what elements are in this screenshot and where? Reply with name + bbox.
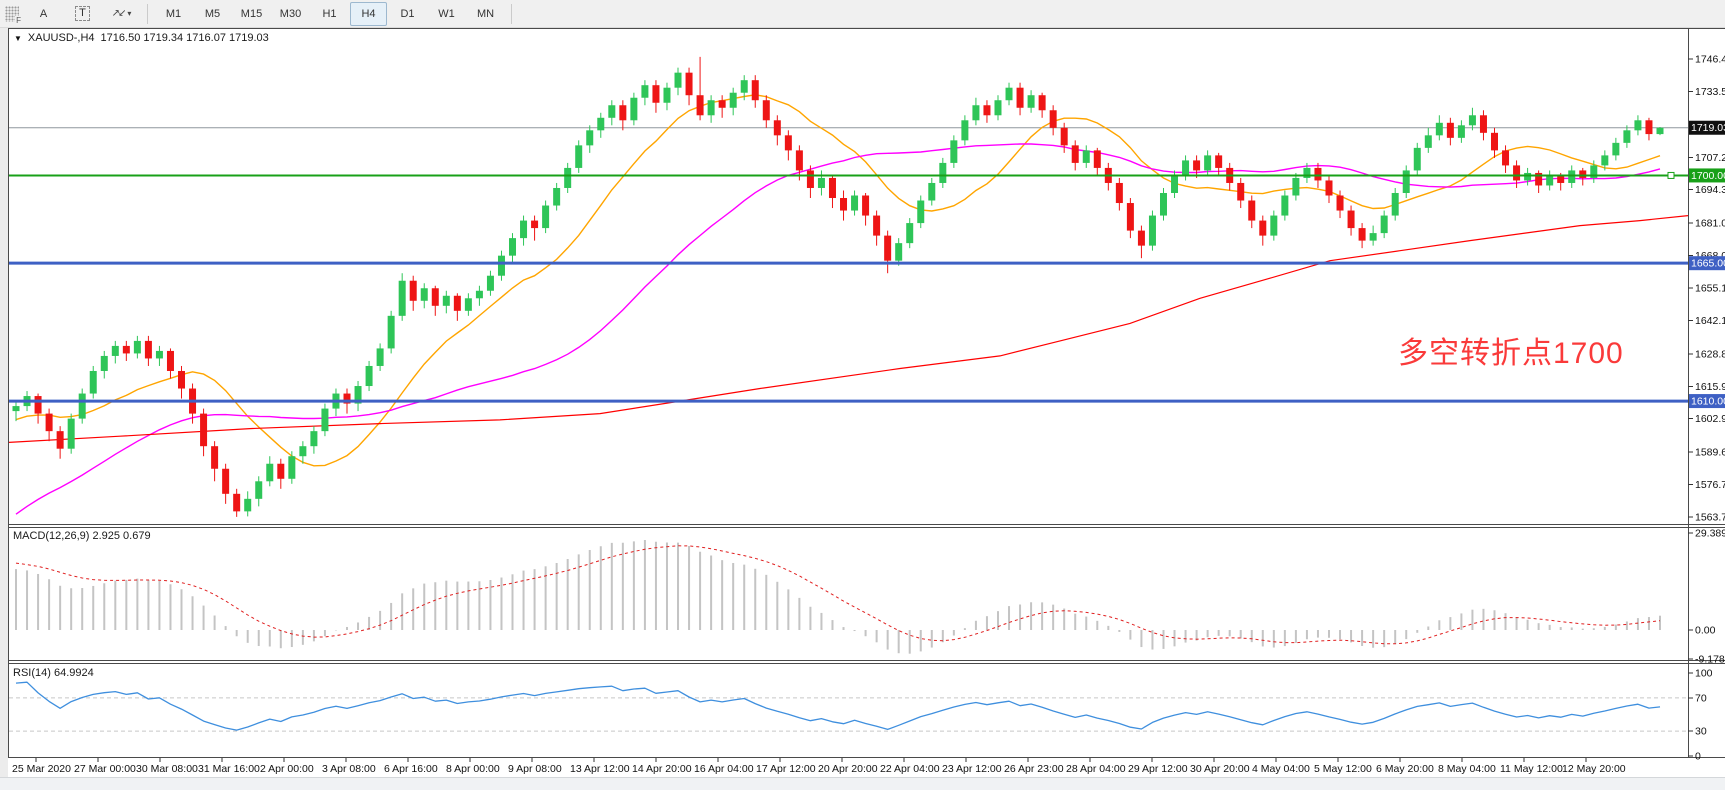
svg-text:30 Mar 08:00: 30 Mar 08:00: [136, 763, 198, 775]
rsi-indicator-label: RSI(14) 64.9924: [13, 667, 94, 679]
svg-text:29 Apr 12:00: 29 Apr 12:00: [1128, 763, 1188, 775]
svg-text:23 Apr 12:00: 23 Apr 12:00: [942, 763, 1002, 775]
svg-text:1628.85: 1628.85: [1695, 348, 1725, 360]
rsi-line: [15, 681, 1661, 731]
timeframe-m30-button[interactable]: M30: [279, 7, 302, 20]
svg-text:30 Apr 20:00: 30 Apr 20:00: [1190, 763, 1250, 775]
price-axis: 1746.451733.501707.251694.301681.001668.…: [1688, 54, 1725, 524]
svg-text:-9.178: -9.178: [1695, 654, 1725, 666]
rsi-axis: 100 70 30 0: [1688, 668, 1713, 763]
svg-text:16 Apr 04:00: 16 Apr 04:00: [694, 763, 754, 775]
svg-text:17 Apr 12:00: 17 Apr 12:00: [756, 763, 816, 775]
timeframe-m1-button[interactable]: M1: [165, 7, 182, 20]
price-badge: [1689, 256, 1725, 271]
macd-indicator-label: MACD(12,26,9) 2.925 0.679: [13, 530, 151, 542]
svg-text:1610.00: 1610.00: [1691, 396, 1725, 408]
svg-text:8 Apr 00:00: 8 Apr 00:00: [446, 763, 500, 775]
svg-text:0: 0: [1695, 751, 1701, 763]
price-badge: [1689, 120, 1725, 135]
svg-text:29.389: 29.389: [1695, 528, 1725, 540]
hline-handle[interactable]: [1667, 171, 1675, 179]
arrow-tools-button[interactable]: ↗↙ ▾: [103, 2, 140, 26]
svg-text:31 Mar 16:00: 31 Mar 16:00: [198, 763, 260, 775]
svg-text:28 Apr 04:00: 28 Apr 04:00: [1066, 763, 1126, 775]
svg-text:25 Mar 2020: 25 Mar 2020: [12, 763, 71, 775]
timeframe-m15-button[interactable]: M15: [240, 7, 263, 20]
svg-text:27 Mar 00:00: 27 Mar 00:00: [74, 763, 136, 775]
svg-text:4 May 04:00: 4 May 04:00: [1252, 763, 1310, 775]
svg-text:1665.00: 1665.00: [1691, 258, 1725, 270]
ma-slow-line: [9, 215, 1688, 443]
svg-text:1681.00: 1681.00: [1695, 218, 1725, 230]
svg-text:20 Apr 20:00: 20 Apr 20:00: [818, 763, 878, 775]
arrows-icon: ↗↙: [111, 8, 127, 19]
svg-text:13 Apr 12:00: 13 Apr 12:00: [570, 763, 630, 775]
toolbar: F A T ↗↙ ▾ M1 M5 M15 M30 H1 H4 D1 W1 MN: [0, 0, 1725, 28]
svg-text:26 Apr 23:00: 26 Apr 23:00: [1004, 763, 1064, 775]
svg-text:6 Apr 16:00: 6 Apr 16:00: [384, 763, 438, 775]
svg-text:1589.65: 1589.65: [1695, 447, 1725, 459]
svg-text:1746.45: 1746.45: [1695, 54, 1725, 66]
window-left-strip: [0, 28, 8, 778]
timeframe-m5-button[interactable]: M5: [204, 7, 221, 20]
ma-fast-line: [15, 94, 1661, 467]
svg-text:8 May 04:00: 8 May 04:00: [1438, 763, 1496, 775]
svg-text:11 May 12:00: 11 May 12:00: [1500, 763, 1563, 775]
svg-text:9 Apr 08:00: 9 Apr 08:00: [508, 763, 562, 775]
text-box-icon: T: [75, 6, 90, 21]
chart-annotation-text: 多空转折点1700: [1398, 337, 1624, 370]
candlestick-series: [12, 56, 1664, 517]
price-badge: [1689, 394, 1725, 409]
symbol-period-label: XAUUSD-,H4: [27, 32, 95, 44]
main-chart-panel[interactable]: [9, 56, 1688, 517]
svg-text:1707.25: 1707.25: [1695, 152, 1725, 164]
svg-text:1576.70: 1576.70: [1695, 479, 1725, 491]
time-axis: 25 Mar 2020 27 Mar 00:00 30 Mar 08:00 31 Ma…: [12, 758, 1626, 775]
ma-mid-line: [15, 143, 1661, 515]
svg-text:3 Apr 08:00: 3 Apr 08:00: [322, 763, 376, 775]
svg-text:5 May 12:00: 5 May 12:00: [1314, 763, 1372, 775]
svg-text:14 Apr 20:00: 14 Apr 20:00: [632, 763, 692, 775]
toolbar-separator: [511, 3, 512, 24]
macd-axis: 29.389 0.00 -9.178: [1688, 528, 1725, 666]
svg-text:6 May 20:00: 6 May 20:00: [1376, 763, 1434, 775]
svg-text:100: 100: [1695, 668, 1713, 680]
status-strip: [0, 777, 1725, 790]
svg-text:1700.00: 1700.00: [1691, 170, 1725, 182]
timeframe-mn-button[interactable]: MN: [476, 7, 495, 20]
timeframe-h4-button[interactable]: H4: [350, 1, 387, 26]
chevron-down-icon: ▾: [127, 9, 132, 18]
chart-title[interactable]: ▼ XAUUSD-,H4 1716.50 1719.34 1716.07 171…: [14, 32, 269, 44]
price-badge: [1689, 168, 1725, 183]
toolbar-drag-handle-icon[interactable]: F: [5, 5, 21, 25]
collapse-triangle-icon[interactable]: ▼: [14, 33, 22, 43]
svg-text:1615.90: 1615.90: [1695, 381, 1725, 393]
svg-text:1602.95: 1602.95: [1695, 413, 1725, 425]
svg-text:30: 30: [1695, 726, 1707, 738]
text-box-tool-button[interactable]: T: [64, 2, 101, 26]
svg-text:1694.30: 1694.30: [1695, 184, 1725, 196]
text-label-tool-button[interactable]: A: [39, 7, 48, 20]
timeframe-w1-button[interactable]: W1: [438, 7, 455, 20]
svg-text:22 Apr 04:00: 22 Apr 04:00: [880, 763, 940, 775]
toolbar-separator: [147, 3, 148, 24]
macd-signal-line: [15, 545, 1661, 645]
timeframe-d1-button[interactable]: D1: [400, 7, 415, 20]
svg-text:12 May 20:00: 12 May 20:00: [1562, 763, 1626, 775]
rsi-panel[interactable]: [9, 681, 1688, 732]
svg-text:70: 70: [1695, 692, 1707, 704]
chart-frame: [8, 28, 1725, 758]
ohlc-values-label: 1716.50 1719.34 1716.07 1719.03: [100, 32, 269, 44]
svg-text:1655.10: 1655.10: [1695, 283, 1725, 295]
svg-text:2 Apr 00:00: 2 Apr 00:00: [260, 763, 314, 775]
svg-text:1719.03: 1719.03: [1691, 122, 1725, 134]
svg-text:1563.75: 1563.75: [1695, 512, 1725, 524]
macd-panel[interactable]: [15, 539, 1661, 654]
svg-text:0.00: 0.00: [1695, 625, 1716, 637]
svg-text:1733.50: 1733.50: [1695, 86, 1725, 98]
svg-text:1642.15: 1642.15: [1695, 315, 1725, 327]
timeframe-h1-button[interactable]: H1: [322, 7, 337, 20]
